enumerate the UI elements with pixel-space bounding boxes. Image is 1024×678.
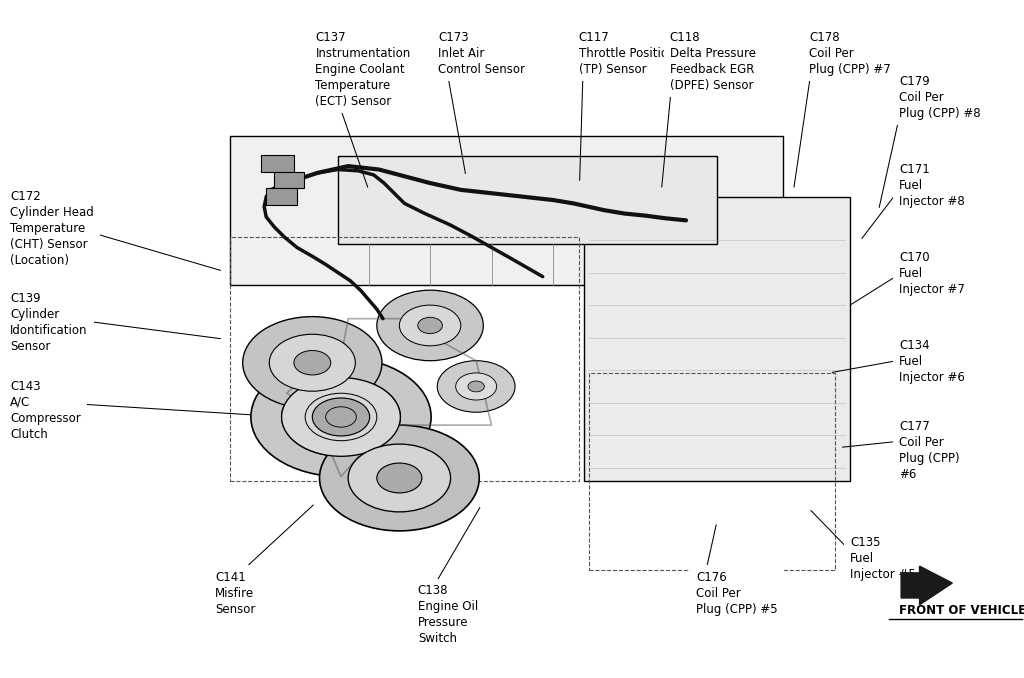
Bar: [230, 237, 579, 481]
FancyBboxPatch shape: [230, 136, 783, 285]
Circle shape: [312, 398, 370, 436]
Text: C178
Coil Per
Plug (CPP) #7: C178 Coil Per Plug (CPP) #7: [809, 31, 891, 75]
Text: C139
Cylinder
Idontification
Sensor: C139 Cylinder Idontification Sensor: [10, 292, 88, 353]
Circle shape: [305, 393, 377, 441]
Circle shape: [282, 378, 400, 456]
Circle shape: [399, 305, 461, 346]
Text: FRONT OF VEHICLE: FRONT OF VEHICLE: [899, 604, 1024, 617]
Circle shape: [294, 351, 331, 375]
Circle shape: [377, 463, 422, 493]
FancyBboxPatch shape: [584, 197, 850, 481]
Circle shape: [456, 373, 497, 400]
Circle shape: [468, 381, 484, 392]
Circle shape: [348, 444, 451, 512]
Text: C141
Misfire
Sensor: C141 Misfire Sensor: [215, 571, 255, 616]
Text: C134
Fuel
Injector #6: C134 Fuel Injector #6: [899, 339, 965, 384]
Circle shape: [377, 290, 483, 361]
Text: C177
Coil Per
Plug (CPP)
#6: C177 Coil Per Plug (CPP) #6: [899, 420, 959, 481]
Circle shape: [437, 361, 515, 412]
Text: C117
Throttle Position
(TP) Sensor: C117 Throttle Position (TP) Sensor: [579, 31, 675, 75]
Circle shape: [243, 317, 382, 409]
Bar: [589, 373, 835, 570]
Text: C143
A/C
Compressor
Clutch: C143 A/C Compressor Clutch: [10, 380, 81, 441]
Text: C172
Cylinder Head
Temperature
(CHT) Sensor
(Location): C172 Cylinder Head Temperature (CHT) Sen…: [10, 190, 94, 267]
Text: C171
Fuel
Injector #8: C171 Fuel Injector #8: [899, 163, 965, 207]
Circle shape: [282, 378, 400, 456]
Text: C179
Coil Per
Plug (CPP) #8: C179 Coil Per Plug (CPP) #8: [899, 75, 981, 119]
Circle shape: [319, 425, 479, 531]
FancyBboxPatch shape: [266, 188, 297, 205]
Circle shape: [326, 407, 356, 427]
Text: C170
Fuel
Injector #7: C170 Fuel Injector #7: [899, 251, 965, 296]
Text: C138
Engine Oil
Pressure
Switch: C138 Engine Oil Pressure Switch: [418, 584, 478, 645]
Text: C118
Delta Pressure
Feedback EGR
(DPFE) Sensor: C118 Delta Pressure Feedback EGR (DPFE) …: [670, 31, 756, 92]
Circle shape: [269, 334, 355, 391]
Text: C137
Instrumentation
Engine Coolant
Temperature
(ECT) Sensor: C137 Instrumentation Engine Coolant Temp…: [315, 31, 411, 108]
Text: C135
Fuel
Injector #5: C135 Fuel Injector #5: [850, 536, 915, 580]
Text: C173
Inlet Air
Control Sensor: C173 Inlet Air Control Sensor: [438, 31, 525, 75]
Text: C176
Coil Per
Plug (CPP) #5: C176 Coil Per Plug (CPP) #5: [696, 571, 778, 616]
FancyBboxPatch shape: [338, 156, 717, 244]
Polygon shape: [901, 566, 952, 605]
Circle shape: [418, 317, 442, 334]
FancyBboxPatch shape: [274, 172, 304, 188]
FancyBboxPatch shape: [261, 155, 294, 172]
Circle shape: [251, 357, 431, 477]
